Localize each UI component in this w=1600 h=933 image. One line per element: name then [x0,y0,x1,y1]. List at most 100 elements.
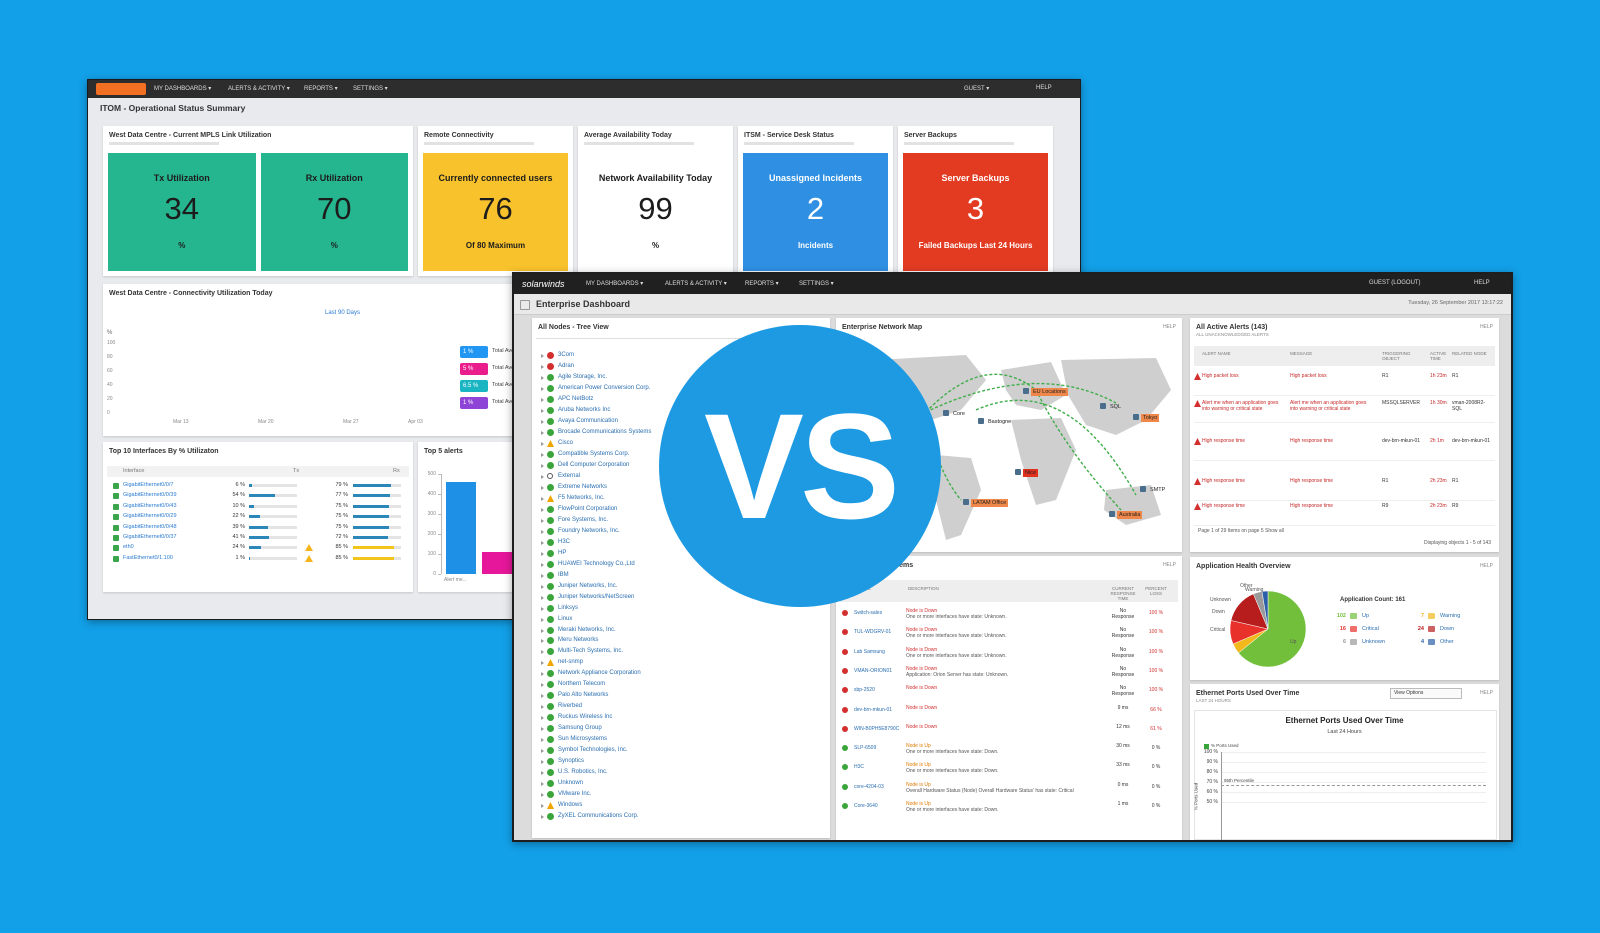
tree-node[interactable]: Avaya Communication [558,417,618,424]
node-name[interactable]: core-4204-03 [854,783,884,790]
help-link[interactable]: HELP [1479,563,1493,569]
tree-node[interactable]: Multi-Tech Systems, Inc. [558,648,624,655]
map-site[interactable]: Nice [1023,469,1039,477]
tree-node[interactable]: Dell Computer Corporation [558,461,630,468]
pager[interactable]: Page 1 of 29 Items on page 5 Show all [1198,528,1284,534]
tree-node[interactable]: Riverbed [558,703,583,710]
interface-name[interactable]: FastEthernet0/1.100 [123,554,173,561]
logo[interactable]: solarwinds [522,279,565,289]
help-link[interactable]: HELP [1474,280,1490,286]
tree-node[interactable]: Palo Alto Networks [558,692,609,699]
tree-node[interactable]: Brocade Communications Systems [558,428,652,435]
tree-node[interactable]: IBM [558,571,569,578]
tree-node[interactable]: External [558,472,581,479]
nav-item[interactable]: MY DASHBOARDS ▾ [586,281,644,287]
options-label[interactable]: View Options [1394,690,1424,696]
tree-node[interactable]: HP [558,549,567,556]
tree-node[interactable]: VMware Inc. [558,791,592,798]
tree-node[interactable]: U.S. Robotics, Inc. [558,769,608,776]
node-name[interactable]: VMAN-ORION01 [854,667,893,674]
alert-name[interactable]: High response time [1202,503,1246,509]
nav-item[interactable]: SETTINGS ▾ [353,86,388,92]
node-name[interactable]: H3C [854,764,865,771]
map-site[interactable]: LATAM Office [971,499,1009,507]
tree-node[interactable]: Symbol Technologies, Inc. [558,747,628,754]
map-site[interactable]: EU Locations [1031,388,1068,396]
tree-node[interactable]: F5 Networks, Inc. [558,494,605,501]
tree-node[interactable]: Fore Systems, Inc. [558,516,609,523]
map-site[interactable]: Bastogne [988,419,1012,425]
tree-node[interactable]: American Power Conversion Corp. [558,384,651,391]
nav-item[interactable]: ALERTS & ACTIVITY ▾ [228,86,290,92]
tree-node[interactable]: Cisco [558,439,574,446]
legend-label[interactable]: Warning [1440,613,1461,619]
tree-node[interactable]: Compatible Systems Corp. [558,450,630,457]
interface-name[interactable]: GigabitEthernet0/0/43 [123,502,177,509]
nav-item[interactable]: MY DASHBOARDS ▾ [154,86,212,92]
tree-node[interactable]: Linksys [558,604,579,611]
alert-name[interactable]: Alert me when an application goes into w… [1202,400,1279,412]
tree-node[interactable]: Synoptics [558,758,585,765]
nav-item[interactable]: ALERTS & ACTIVITY ▾ [665,281,727,287]
map-site[interactable]: Australia [1117,511,1143,519]
map-site[interactable]: Tokyo [1141,414,1160,422]
interface-name[interactable]: GigabitEthernet0/0/39 [123,492,177,499]
help-link[interactable]: HELP [1162,562,1176,568]
interface-name[interactable]: GigabitEthernet0/0/7 [123,482,174,488]
legend-label[interactable]: Down [1440,626,1455,632]
node-name[interactable]: Switch-sales [854,610,883,616]
tree-node[interactable]: FlowPoint Corporation [558,505,618,512]
interface-name[interactable]: GigabitEthernet0/0/48 [123,523,177,530]
map-site[interactable]: SQL [1110,404,1122,410]
tree-node[interactable]: ZyXEL Communications Corp. [558,813,639,820]
node-name[interactable]: TUL-WDGRV-01 [854,629,892,636]
tree-node[interactable]: Linux [558,615,573,622]
tree-node[interactable]: Windows [558,802,583,809]
tree-node[interactable]: Aruba Networks Inc [558,406,611,413]
nav-item[interactable]: REPORTS ▾ [745,281,779,287]
user-menu[interactable]: GUEST (LOGOUT) [1369,280,1421,286]
map-site[interactable]: SMTP [1150,487,1166,493]
legend-label[interactable]: Other [1440,639,1454,645]
node-name[interactable]: WIN-B0PH5E8790C [854,725,900,732]
options-dropdown[interactable]: View Options [1390,688,1462,699]
node-name[interactable]: SLP-6509 [854,745,877,752]
tree-node[interactable]: Extreme Networks [558,483,608,490]
help-link[interactable]: HELP [1479,324,1493,330]
alert-name[interactable]: High response time [1202,478,1246,484]
tree-node[interactable]: H3C [558,538,571,545]
range-selector[interactable]: Last 90 Days [325,310,361,316]
tree-node[interactable]: Unknown [558,780,584,787]
tree-node[interactable]: Adran [558,362,575,369]
help-link[interactable]: HELP [1479,690,1493,696]
legend-label[interactable]: Critical [1362,626,1379,632]
tree-node[interactable]: Meru Networks [558,637,599,644]
tree-node[interactable]: Sun Microsystems [558,736,608,743]
interface-name[interactable]: GigabitEthernet0/0/29 [123,513,177,520]
help-link[interactable]: HELP [1162,324,1176,330]
tree-node[interactable]: Agile Storage, Inc. [558,373,608,380]
legend-label[interactable]: Up [1362,613,1370,619]
tree-node[interactable]: Juniper Networks, Inc. [558,582,618,589]
tree-node[interactable]: Juniper Networks/NetScreen [558,593,635,600]
alert-name[interactable]: High packet loss [1202,373,1239,379]
legend-label[interactable]: Unknown [1362,639,1385,645]
node-name[interactable]: Lab Samsung [854,648,885,655]
tree-node[interactable]: 3Com [558,352,575,358]
tree-node[interactable]: Meraki Networks, Inc. [558,626,616,633]
tree-node[interactable]: Samsung Group [558,725,602,732]
tree-node[interactable]: Northern Telecom [558,681,606,688]
tree-node[interactable]: Ruckus Wireless Inc [558,714,613,721]
tree-node[interactable]: net-snmp [558,659,584,666]
node-name[interactable]: Core-3640 [854,803,878,809]
node-name[interactable]: sbp-2520 [854,687,875,694]
nav-item[interactable]: REPORTS ▾ [304,86,338,92]
tree-node[interactable]: Network Appliance Corporation [558,670,641,677]
tree-node[interactable]: Foundry Networks, Inc. [558,527,620,534]
alert-name[interactable]: High response time [1202,438,1246,444]
nav-item[interactable]: SETTINGS ▾ [799,281,834,287]
tree-node[interactable]: HUAWEI Technology Co.,Ltd [558,560,635,567]
interface-name[interactable]: GigabitEthernet0/0/37 [123,534,177,540]
node-name[interactable]: dev-brn-mkun-01 [854,706,893,713]
map-site[interactable]: Core [953,411,965,417]
